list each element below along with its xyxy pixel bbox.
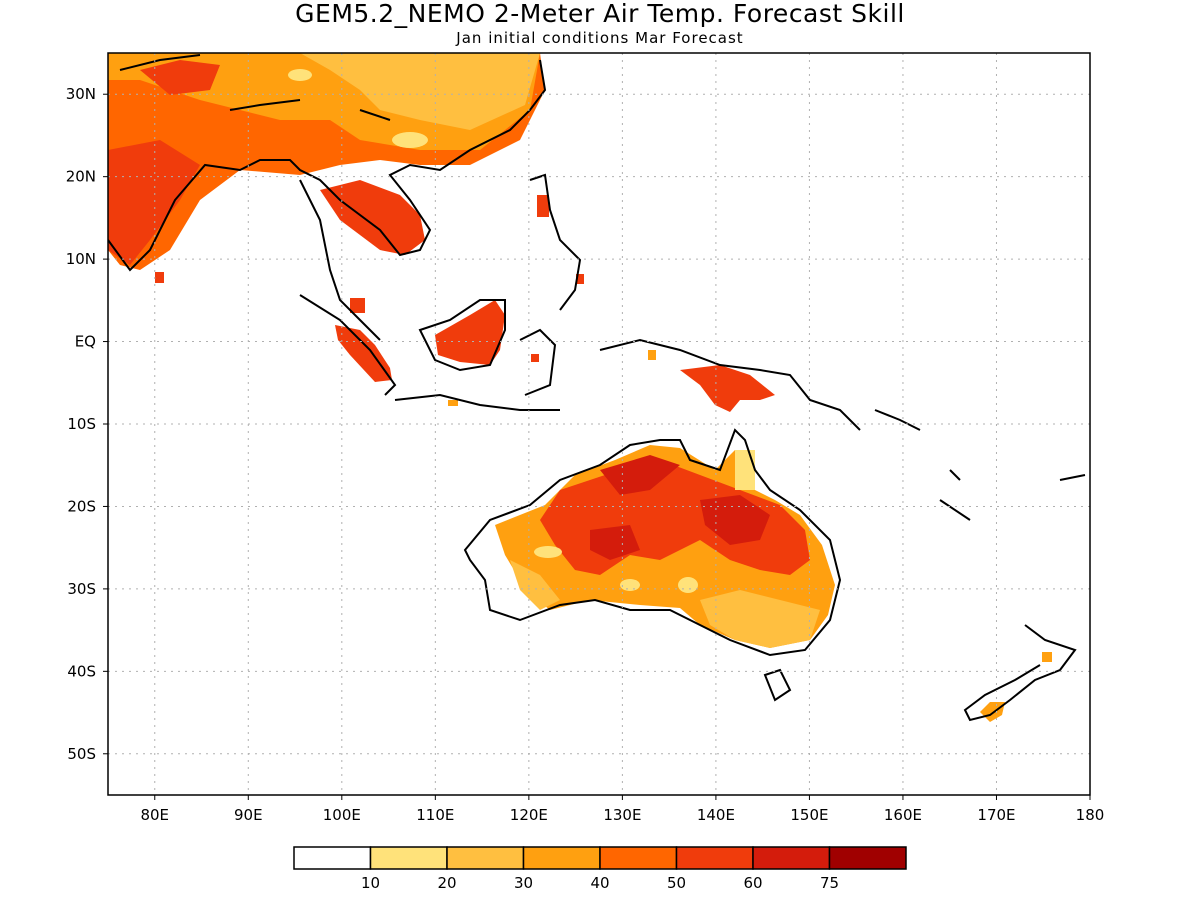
new-guinea-skill-region: [680, 365, 775, 412]
colorbar-label: 10: [361, 874, 380, 892]
lat-tick-label: 20N: [66, 168, 96, 186]
borneo-skill-region: [435, 300, 505, 365]
lat-tick-label: EQ: [75, 333, 96, 351]
colorbar-swatch: [293, 846, 372, 870]
colorbar-swatch: [599, 846, 678, 870]
lat-tick-label: 40S: [67, 662, 96, 680]
lat-tick-label: 30S: [67, 580, 96, 598]
colorbar-label: 20: [437, 874, 456, 892]
lon-tick-label: 100E: [323, 806, 361, 824]
lon-tick-label: 90E: [234, 806, 263, 824]
lon-tick-label: 110E: [416, 806, 454, 824]
lat-tick-label: 20S: [67, 497, 96, 515]
map-grid: [108, 53, 1090, 795]
map-subtitle: Jan initial conditions Mar Forecast: [456, 29, 744, 47]
lat-tick-label: 10S: [67, 415, 96, 433]
lon-tick-label: 170E: [977, 806, 1015, 824]
skill-shading-layer: [108, 53, 1052, 722]
colorbar-label: 30: [514, 874, 533, 892]
longitude-labels: 80E 90E 100E 110E 120E 130E 140E 150E 160E 170E 18…: [140, 795, 1104, 824]
colorbar: 10 20 30 40 50 60 75: [293, 846, 907, 892]
lon-tick-label: 80E: [140, 806, 169, 824]
colorbar-swatch: [446, 846, 525, 870]
latitude-labels: 30N 20N 10N EQ 10S 20S 30S 40S 50S: [66, 85, 108, 763]
colorbar-swatch: [522, 846, 601, 870]
lat-tick-label: 30N: [66, 85, 96, 103]
colorbar-swatch: [369, 846, 448, 870]
colorbar-label: 60: [743, 874, 762, 892]
lon-tick-label: 160E: [884, 806, 922, 824]
lon-tick-label: 140E: [697, 806, 735, 824]
map-title: GEM5.2_NEMO 2-Meter Air Temp. Forecast S…: [295, 0, 905, 28]
colorbar-label: 50: [667, 874, 686, 892]
colorbar-swatch: [828, 846, 907, 870]
coastlines: [108, 54, 1086, 722]
colorbar-label: 40: [590, 874, 609, 892]
colorbar-swatch: [675, 846, 754, 870]
lat-tick-label: 10N: [66, 250, 96, 268]
lon-tick-label: 130E: [603, 806, 641, 824]
indochina-skill-region: [320, 180, 425, 255]
colorbar-label: 75: [820, 874, 839, 892]
colorbar-swatch: [752, 846, 831, 870]
lat-tick-label: 50S: [67, 745, 96, 763]
lon-tick-label: 150E: [790, 806, 828, 824]
lon-tick-label: 180: [1076, 806, 1105, 824]
lon-tick-label: 120E: [510, 806, 548, 824]
